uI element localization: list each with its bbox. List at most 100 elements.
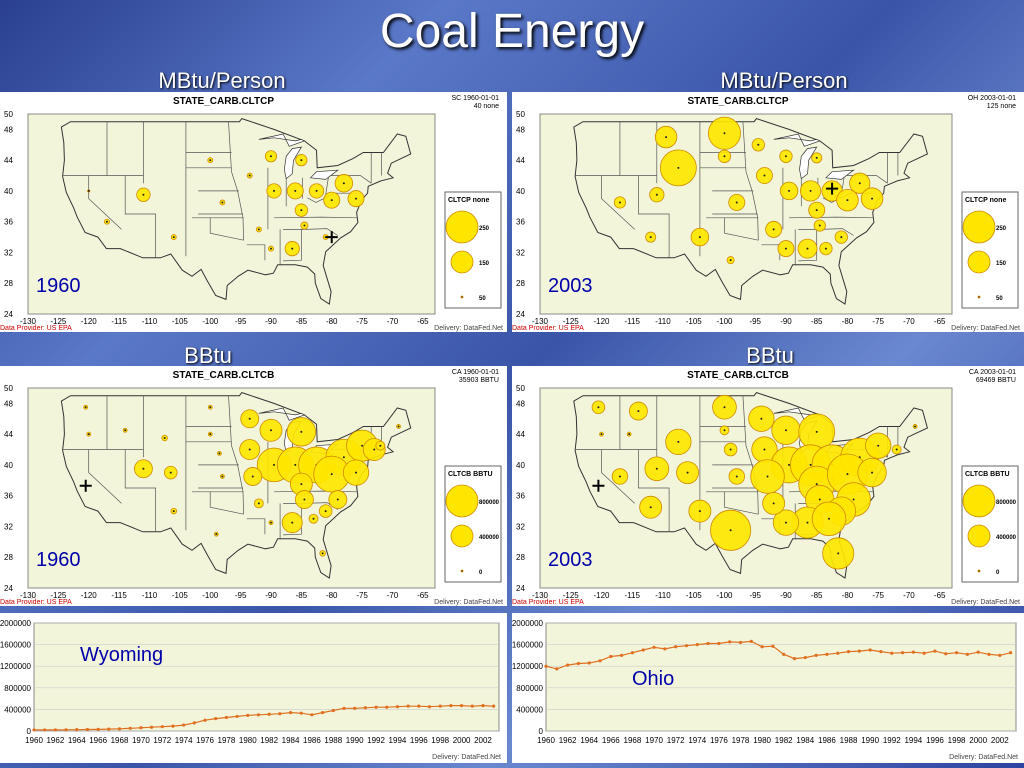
x-tick-label: -105 [172, 591, 189, 600]
ts-point [1008, 651, 1013, 655]
y-tick-label: 40 [4, 187, 13, 196]
bubble-center [269, 429, 272, 432]
x-tick-label: -80 [326, 591, 338, 600]
ts-x-tick: 1974 [175, 736, 193, 745]
us-outline [60, 118, 412, 305]
ts-point [598, 659, 602, 663]
ts-x-tick: 1960 [25, 736, 43, 745]
ts-x-tick: 2000 [969, 736, 987, 745]
ts-point [385, 705, 389, 709]
bubble-center [806, 521, 809, 524]
bubble-center [600, 433, 603, 436]
ts-point [836, 651, 840, 655]
state-border [724, 217, 759, 241]
ts-x-tick: 1982 [260, 736, 278, 745]
ts-point [695, 643, 699, 647]
ts-series-line [545, 640, 1011, 670]
ts-y-tick: 800000 [4, 684, 31, 693]
bubble-center [649, 506, 652, 509]
legend-bubble [460, 569, 464, 573]
y-tick-label: 28 [4, 279, 13, 288]
ts-point [706, 641, 710, 646]
ts-panel-wyoming: 2000000 1600000 1200000 800000 400000 0 1960 19… [0, 613, 507, 763]
bubble-center [852, 498, 855, 501]
ts-x-tick: 1972 [667, 736, 685, 745]
x-tick-label: -100 [716, 591, 733, 600]
ts-point [630, 651, 635, 655]
x-tick-label: -70 [903, 317, 915, 326]
map-corner-2: 125 none [987, 103, 1016, 110]
ts-y-tick: 2000000 [512, 619, 544, 628]
bubble-center [342, 182, 345, 185]
x-tick-label: -115 [111, 317, 127, 326]
ts-point [235, 714, 239, 719]
bubble-center [248, 417, 251, 420]
ts-x-tick: 1976 [196, 736, 214, 745]
bubble-center [871, 197, 874, 200]
bubble-center [300, 159, 303, 162]
bubble-center [649, 236, 652, 239]
x-tick-label: -70 [387, 591, 399, 600]
ts-point [149, 725, 154, 729]
ts-x-tick: 1992 [883, 736, 901, 745]
bubble-center [218, 452, 221, 455]
x-tick-label: -95 [749, 591, 761, 600]
x-tick-label: -100 [716, 317, 733, 326]
state-border [798, 229, 818, 262]
bubble-center [788, 189, 791, 192]
ts-point [299, 711, 303, 715]
ts-label: Wyoming [80, 644, 163, 666]
ts-x-tick: 1978 [732, 736, 750, 745]
x-tick-label: -130 [20, 317, 37, 326]
subtitle-top-right: MBtu/Person [720, 68, 848, 93]
great-lake [773, 133, 821, 147]
x-tick-label: -65 [417, 317, 429, 326]
ts-point [171, 724, 175, 728]
legend-bubble [460, 295, 464, 299]
bubble-center [169, 471, 172, 474]
bubble-center [698, 510, 701, 513]
ts-point [53, 728, 57, 732]
bubble-center [269, 155, 272, 158]
y-tick-label: 28 [516, 553, 525, 562]
y-tick-label: 28 [4, 553, 13, 562]
bubble-center [871, 471, 874, 474]
x-tick-label: -70 [903, 591, 915, 600]
y-tick-label: 44 [516, 156, 525, 165]
state-border [273, 216, 358, 219]
bubble-center [815, 156, 818, 159]
bubble-center [336, 498, 339, 501]
ts-point [868, 648, 872, 652]
ts-y-tick: 400000 [4, 705, 31, 714]
bubble-center [172, 510, 175, 513]
ts-point [965, 652, 969, 656]
ts-point [641, 648, 645, 652]
ts-y-tick: 1600000 [512, 641, 544, 650]
bubble-center [698, 236, 701, 239]
bubble-center [312, 517, 315, 520]
ts-point [814, 653, 818, 657]
y-tick-label: 24 [4, 310, 13, 319]
ts-point [363, 706, 367, 710]
map-panel-bottom-left: STATE_CARB.CLTCB CA 1960-01-01 35903 BBTU 5… [0, 366, 507, 606]
year-label: 2003 [548, 275, 593, 297]
great-lake [309, 169, 339, 180]
delivery-credit: Delivery: DataFed.Net [434, 599, 503, 606]
bubble-center [300, 483, 303, 486]
y-tick-label: 32 [4, 522, 13, 531]
ts-y-tick: 1600000 [0, 641, 32, 650]
ts-x-tick: 1966 [602, 736, 620, 745]
bubble-center [294, 463, 297, 466]
bubble-center [142, 193, 145, 196]
y-tick-label: 24 [516, 310, 525, 319]
ts-point [96, 727, 100, 731]
ts-point [224, 715, 229, 720]
ts-y-tick: 400000 [516, 705, 543, 714]
bubble-center [87, 189, 90, 192]
legend-item-label: 50 [479, 296, 486, 302]
ts-point [609, 654, 613, 659]
legend-item-label: 400000 [996, 535, 1017, 541]
ts-point [944, 652, 948, 656]
legend-item-label: 800000 [479, 500, 500, 506]
